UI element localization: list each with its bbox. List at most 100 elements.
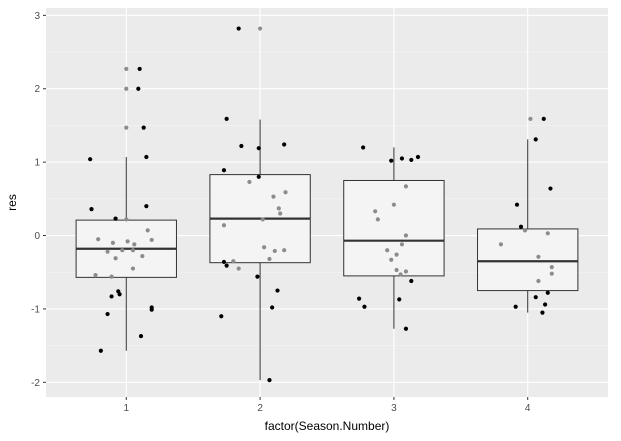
data-point [403,326,409,331]
data-point [236,26,241,31]
data-point [116,289,121,294]
box-body [477,228,579,292]
data-point-gray [283,190,288,195]
data-point-gray [389,257,394,262]
data-point-gray [130,266,136,271]
data-point-gray [110,240,116,245]
data-point [518,224,524,229]
y-tick-label: 1 [34,158,40,169]
data-point-gray [278,211,283,216]
data-point-gray [394,252,399,257]
data-point [138,333,144,339]
data-point [409,157,414,163]
point-layer [88,26,554,383]
data-point [219,314,224,319]
data-point [389,158,394,163]
data-point-gray [375,217,380,222]
data-point-gray [109,274,114,279]
data-point-gray [105,249,110,254]
data-point-gray [113,256,118,261]
data-point-gray [124,217,129,222]
data-point [137,66,142,72]
data-point [113,216,118,221]
data-point [221,168,227,173]
data-point-gray [236,266,241,271]
box-3 [343,147,445,329]
data-point-gray [124,86,129,91]
data-point-gray [398,272,403,277]
data-point [221,259,227,265]
data-point-gray [247,179,252,185]
box-body [343,179,445,277]
data-point-gray [149,237,154,243]
data-point-gray [130,248,136,253]
data-point [397,297,402,302]
data-point-gray [373,209,378,214]
data-point-gray [536,278,541,284]
data-point [361,145,366,150]
data-point-gray [403,269,409,274]
data-point-gray [549,264,554,270]
data-point-gray [385,248,390,253]
box-1 [75,156,177,351]
data-point-gray [391,202,397,207]
data-point [255,274,260,279]
plot-panel [46,8,608,397]
data-point-gray [272,248,277,254]
data-point-gray [403,233,409,238]
y-tick-label: -2 [31,378,40,389]
data-point-gray [96,237,101,242]
data-point [105,311,110,317]
data-point-gray [271,194,276,199]
data-point-gray [536,254,541,259]
x-tick-label: 4 [525,403,531,414]
data-point [149,307,154,312]
data-point [399,156,405,161]
data-point [270,305,275,310]
data-point [267,378,272,383]
data-point [98,348,103,353]
data-point-gray [522,228,528,233]
x-tick-label: 2 [257,403,263,414]
y-tick-label: 2 [34,84,40,95]
data-point-gray [528,116,533,121]
data-point [545,290,550,295]
box-4 [477,139,579,313]
data-point [357,296,362,301]
data-point [543,302,548,307]
data-point [533,295,538,300]
data-point-gray [498,242,504,247]
x-tick-label: 3 [391,403,397,414]
x-tick-label: 1 [124,403,130,414]
data-point [224,116,229,121]
data-point-gray [394,267,399,273]
data-point [136,86,141,91]
data-point [548,186,553,191]
data-point-gray [545,231,550,236]
data-point-gray [93,273,98,278]
data-point [540,310,545,315]
data-point [415,154,421,160]
x-axis-title: factor(Season.Number) [265,419,390,433]
data-point [282,142,287,147]
data-point-gray [282,248,287,253]
data-point [256,146,261,151]
axis-layer: -2 -1 0 1 2 3 1 2 3 4 [31,11,531,414]
data-point [141,125,146,130]
data-point-gray [260,217,265,222]
data-point-gray [257,26,263,31]
data-point-gray [124,66,129,72]
data-point [362,304,367,309]
y-tick-label: 0 [34,231,40,242]
y-tick-label: 3 [34,11,40,22]
data-point-gray [403,184,409,189]
data-point [409,278,414,284]
data-point-gray [221,223,227,228]
data-point [541,116,546,121]
data-point-gray [399,242,405,247]
data-point-gray [120,248,125,253]
data-point-gray [145,228,150,233]
data-point [89,207,94,212]
data-point [533,137,538,142]
